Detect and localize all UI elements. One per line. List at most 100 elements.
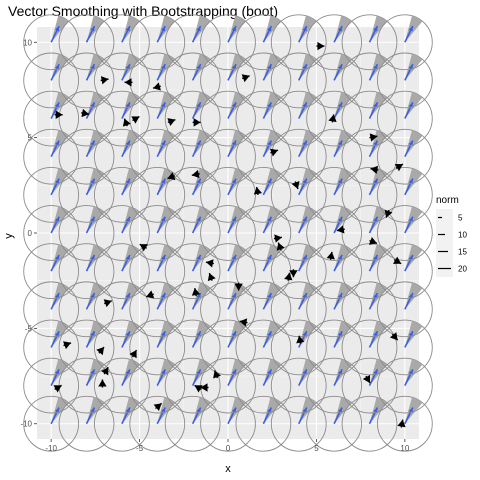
smoothed-vector-head <box>373 102 378 108</box>
uncertainty-wedge <box>121 130 140 157</box>
smoothed-vector-head <box>54 64 60 70</box>
uncertainty-circle <box>58 319 115 376</box>
uncertainty-circle <box>94 395 150 452</box>
smoothed-vector-head <box>408 407 413 413</box>
raw-vector <box>241 74 250 83</box>
smoothed-vector <box>270 52 327 109</box>
raw-vector-head <box>129 350 137 359</box>
smoothed-vector <box>376 205 433 261</box>
raw-vector-head <box>100 76 109 85</box>
smoothed-vector-head <box>337 331 343 337</box>
smoothed-vector-head <box>90 140 95 146</box>
uncertainty-wedge <box>121 244 140 272</box>
uncertainty-wedge <box>263 397 281 424</box>
raw-vector-head <box>167 118 176 126</box>
uncertainty-circle <box>58 52 115 109</box>
smoothed-vector-head <box>161 26 166 32</box>
uncertainty-wedge <box>121 359 140 386</box>
smoothed-vector <box>376 243 433 300</box>
smoothed-vector-head <box>161 102 166 108</box>
smoothed-vector-head <box>267 254 272 261</box>
uncertainty-wedge <box>121 282 140 310</box>
smoothed-vector-head <box>337 407 343 413</box>
uncertainty-circle <box>129 90 186 147</box>
uncertainty-wedge <box>121 92 140 119</box>
y-tick-label: 10 <box>23 38 32 47</box>
raw-vector <box>131 115 140 124</box>
smoothed-vector-head <box>196 102 201 108</box>
smoothed-vector <box>94 319 150 376</box>
raw-vector <box>98 379 107 388</box>
raw-vector <box>397 419 406 428</box>
uncertainty-wedge <box>192 15 211 43</box>
uncertainty-circle <box>306 319 362 376</box>
smoothed-vector <box>58 52 115 109</box>
uncertainty-wedge <box>263 53 281 81</box>
uncertainty-circle <box>376 14 433 71</box>
smoothed-vector-head <box>54 331 60 337</box>
raw-vector-head <box>207 273 216 282</box>
smoothed-vector-head <box>267 331 272 337</box>
uncertainty-wedge <box>404 320 423 348</box>
uncertainty-circle <box>200 243 256 300</box>
uncertainty-circle <box>164 357 221 414</box>
raw-vector <box>124 78 133 87</box>
smoothed-vector <box>58 128 115 185</box>
smoothed-vector-head <box>302 369 307 375</box>
uncertainty-wedge <box>334 130 352 157</box>
raw-vector-head <box>193 118 201 127</box>
smoothed-vector-head <box>54 140 60 146</box>
raw-vector-head <box>239 318 248 327</box>
uncertainty-circle <box>129 281 186 338</box>
uncertainty-wedge <box>192 130 211 157</box>
uncertainty-wedge <box>369 397 388 424</box>
raw-vector-head <box>213 370 221 379</box>
uncertainty-circle <box>376 166 433 223</box>
y-axis-ticks: -10 -5 0 5 10 <box>20 38 37 429</box>
uncertainty-circle <box>164 128 221 185</box>
uncertainty-wedge <box>298 130 317 157</box>
smoothed-vector-head <box>267 216 272 223</box>
smoothed-vector <box>23 395 80 452</box>
uncertainty-wedge <box>51 15 69 43</box>
uncertainty-circle <box>306 14 362 71</box>
smoothed-vector-head <box>408 64 413 70</box>
uncertainty-wedge <box>404 397 423 424</box>
uncertainty-wedge <box>263 359 281 386</box>
smoothed-vector <box>306 90 362 147</box>
uncertainty-wedge <box>334 168 352 195</box>
smoothed-vector <box>58 166 115 223</box>
uncertainty-wedge <box>263 168 281 195</box>
uncertainty-wedge <box>298 244 317 272</box>
uncertainty-wedge <box>369 282 388 310</box>
smoothed-vector-head <box>267 140 272 146</box>
smoothed-vector <box>23 205 80 261</box>
uncertainty-circle <box>58 243 115 300</box>
smoothed-vector-head <box>408 254 413 261</box>
x-tick-label: 10 <box>400 444 409 453</box>
smoothed-vector-head <box>231 369 236 375</box>
smoothed-vector-head <box>90 293 95 299</box>
uncertainty-wedge <box>298 168 317 195</box>
legend-key <box>436 243 453 260</box>
uncertainty-circle <box>235 128 292 185</box>
smoothed-vector-head <box>125 293 130 299</box>
raw-vector-head <box>291 181 300 190</box>
uncertainty-circle <box>164 243 221 300</box>
smoothed-vector-head <box>337 26 343 32</box>
raw-vector <box>269 148 279 157</box>
smoothed-vector <box>94 281 150 338</box>
uncertainty-wedge <box>263 15 281 43</box>
uncertainty-circle <box>164 395 221 452</box>
uncertainty-wedge <box>404 15 423 43</box>
uncertainty-circle <box>376 281 433 338</box>
uncertainty-circle <box>235 281 292 338</box>
smoothed-vector-head <box>196 254 201 261</box>
uncertainty-wedge <box>369 244 388 272</box>
smoothed-vector <box>94 166 150 223</box>
smoothed-vector <box>164 52 221 109</box>
smoothed-vector-head <box>337 369 343 375</box>
smoothed-vector <box>376 357 433 414</box>
uncertainty-circle <box>94 52 150 109</box>
smoothed-vector <box>235 128 292 185</box>
